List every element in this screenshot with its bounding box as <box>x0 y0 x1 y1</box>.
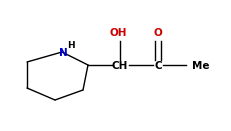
Text: CH: CH <box>112 61 128 71</box>
Text: OH: OH <box>109 28 127 38</box>
Text: O: O <box>154 28 162 38</box>
Text: H: H <box>67 40 75 50</box>
Text: Me: Me <box>192 61 210 71</box>
Text: N: N <box>59 48 67 58</box>
Text: C: C <box>154 61 162 71</box>
